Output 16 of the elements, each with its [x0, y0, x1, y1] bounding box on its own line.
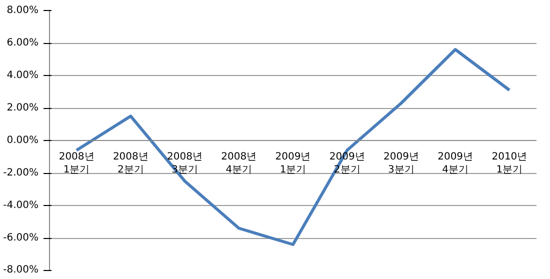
- y-tick-label: 0.00%: [6, 135, 39, 146]
- x-tick-label: 2010년 1분기: [492, 152, 528, 176]
- y-tick-label: 4.00%: [6, 70, 39, 81]
- y-tick-label: 8.00%: [6, 5, 39, 16]
- y-tick-label: -4.00%: [3, 200, 39, 211]
- x-tick-label: 2008년 1분기: [58, 152, 94, 176]
- x-tick-label: 2009년 3분기: [384, 152, 419, 176]
- y-tick-label: 2.00%: [6, 102, 39, 114]
- y-tick-label: -2.00%: [3, 168, 39, 178]
- y-tick-label: -8.00%: [3, 264, 39, 276]
- y-tick-label: -6.00%: [3, 232, 39, 244]
- x-tick-label: 2009년 4분기: [438, 152, 474, 176]
- x-tick-label: 2009년 1분기: [275, 152, 311, 176]
- y-tick-label: 6.00%: [6, 38, 39, 48]
- x-tick-label: 2008년 2분기: [112, 152, 148, 176]
- x-tick-label: 2008년 4분기: [221, 152, 257, 176]
